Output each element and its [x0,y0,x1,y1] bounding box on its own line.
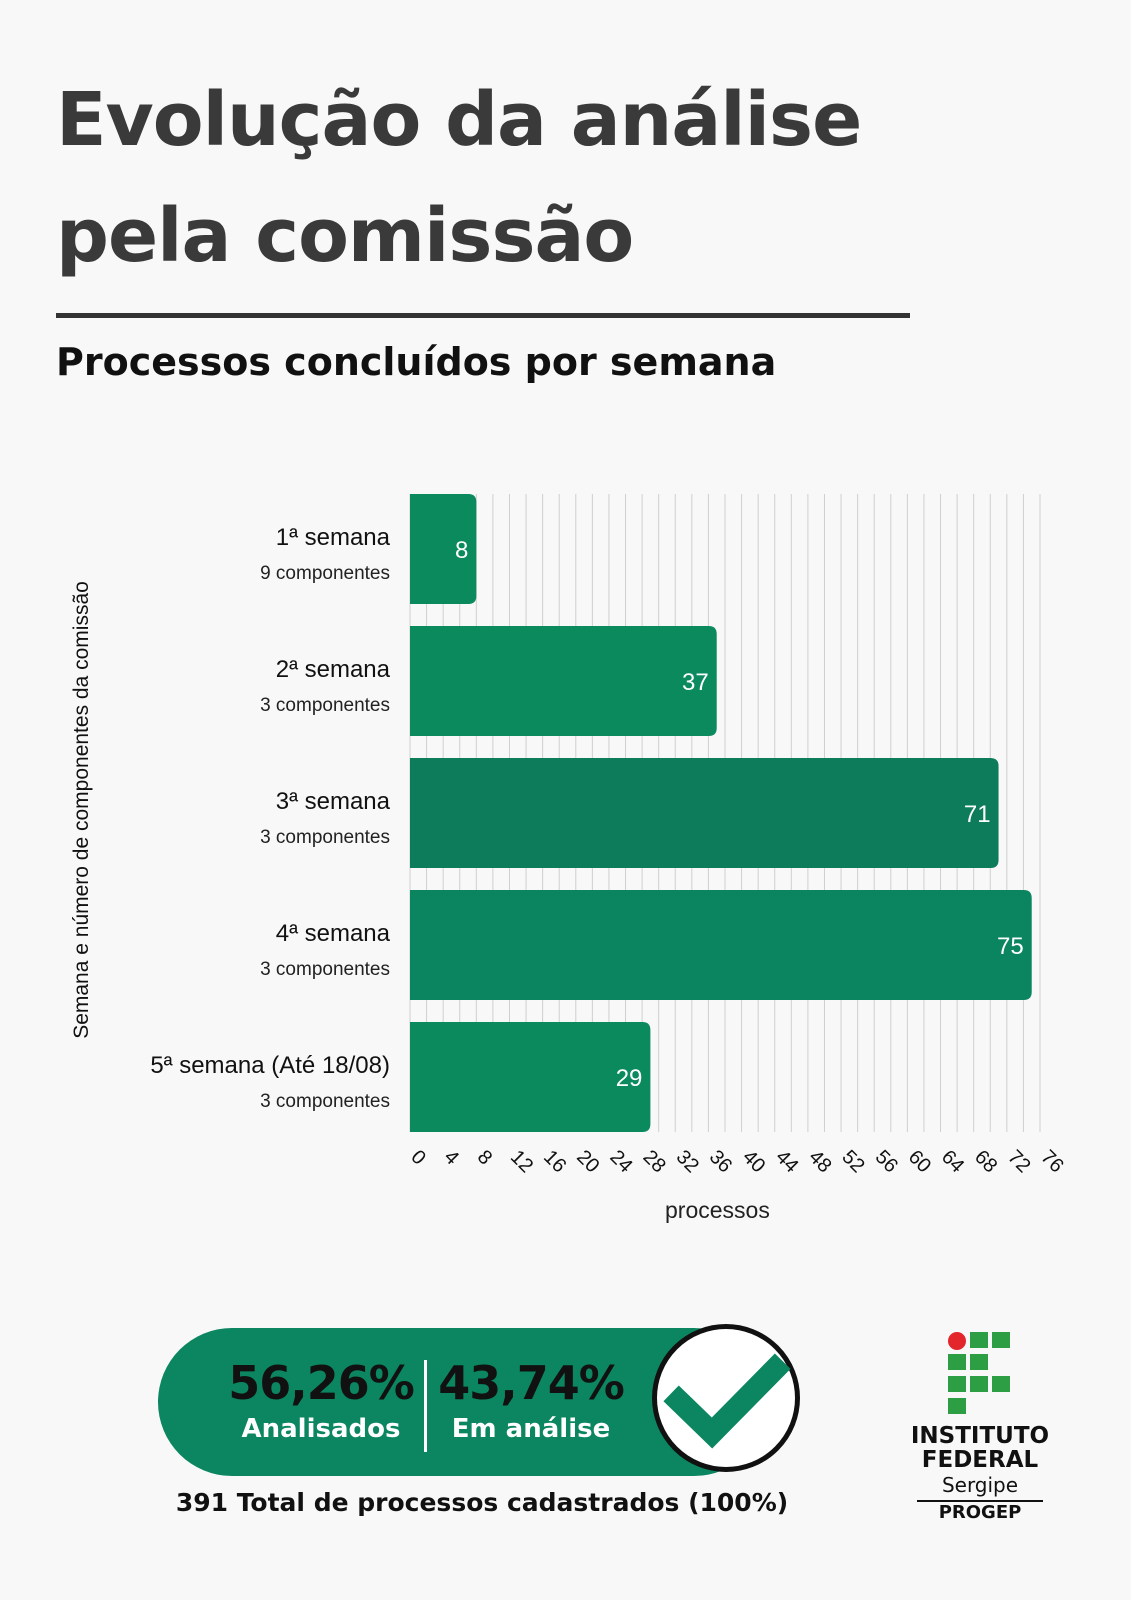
category-label: 4ª semana [276,920,391,947]
category-label: 1ª semana [276,524,391,551]
total-processes: 391 Total de processos cadastrados (100%… [175,1488,789,1517]
bar-data-label: 29 [616,1065,643,1092]
x-tick-label: 52 [838,1146,869,1177]
logo-line-2: FEDERAL [921,1447,1039,1473]
institute-logo-icon [948,1332,1010,1414]
bar-data-label: 37 [682,669,709,696]
bar [410,626,717,736]
category-label: 2ª semana [276,656,391,683]
title-line-1: Evolução da análise [56,77,862,163]
category-label: 5ª semana (Até 18/08) [150,1052,390,1079]
x-tick-label: 4 [440,1146,463,1169]
x-tick-label: 24 [605,1146,636,1177]
institute-logo-text: INSTITUTO FEDERAL Sergipe PROGEP [905,1424,1055,1524]
x-tick-label: 48 [804,1146,835,1177]
x-tick-label: 56 [871,1146,902,1177]
x-tick-label: 16 [539,1146,570,1177]
bar [410,758,999,868]
x-tick-label: 44 [771,1146,802,1177]
bar [410,494,477,604]
analyzed-percent: 56,26% [228,1356,415,1410]
bar-data-label: 8 [455,537,468,564]
logo-line-3: Sergipe [941,1473,1019,1497]
bar [410,890,1032,1000]
x-tick-label: 40 [738,1146,769,1177]
category-label: 3ª semana [276,788,391,815]
stat-divider [424,1360,427,1452]
x-tick-label: 64 [937,1146,968,1177]
bar-data-label: 71 [964,801,991,828]
category-sublabel: 3 componentes [260,695,390,716]
x-tick-label: 76 [1036,1146,1067,1177]
pending-percent: 43,74% [438,1356,625,1410]
pending-label: Em análise [451,1414,611,1444]
logo-line-1: INSTITUTO [910,1423,1050,1449]
x-tick-label: 28 [639,1146,670,1177]
analyzed-label: Analisados [241,1414,401,1444]
analyzed-stat: 56,26% Analisados [226,1355,416,1447]
x-tick-label: 32 [672,1146,703,1177]
logo-line-4: PROGEP [917,1500,1043,1524]
category-sublabel: 9 componentes [260,563,390,584]
page-title: Evolução da análise pela comissão [56,62,956,294]
x-tick-label: 72 [1003,1146,1034,1177]
x-tick-label: 36 [705,1146,736,1177]
x-tick-label: 0 [406,1146,429,1169]
title-divider [56,313,910,318]
x-tick-label: 20 [572,1146,603,1177]
category-sublabel: 3 componentes [260,959,390,980]
bar-data-label: 75 [997,933,1024,960]
x-tick-label: 68 [970,1146,1001,1177]
category-sublabel: 3 componentes [260,1091,390,1112]
title-line-2: pela comissão [56,193,634,279]
pending-stat: 43,74% Em análise [436,1355,626,1447]
chart-subtitle: Processos concluídos por semana [56,340,777,384]
x-axis-label: processos [665,1197,770,1223]
x-tick-label: 60 [904,1146,935,1177]
bar-chart: 8 1ª semana 9 componentes 37 2ª semana 3 comp… [150,494,1068,1177]
category-sublabel: 3 componentes [260,827,390,848]
bar [410,1022,651,1132]
x-tick-label: 8 [473,1146,496,1169]
check-icon [652,1324,800,1472]
x-tick-label: 12 [506,1146,537,1177]
